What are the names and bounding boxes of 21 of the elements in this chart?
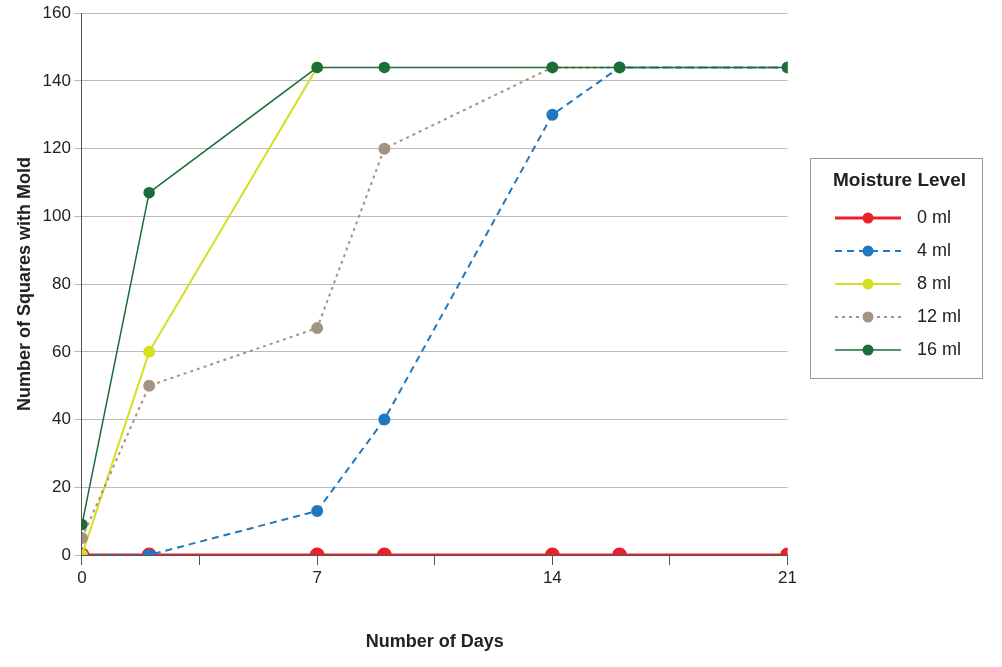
y-tick-label: 40	[52, 409, 71, 429]
y-tick-label: 80	[52, 273, 71, 293]
legend-title: Moisture Level	[833, 169, 967, 191]
legend-label: 16 ml	[917, 339, 962, 360]
legend-label: 8 ml	[917, 273, 952, 294]
y-axis-title: Number of Squares with Mold	[13, 157, 34, 412]
y-tick-label: 0	[61, 544, 71, 564]
x-tick-label: 14	[542, 567, 562, 587]
y-tick-label: 100	[42, 206, 71, 226]
legend-label: 0 ml	[917, 207, 952, 228]
x-axis-title: Number of Days	[365, 631, 504, 652]
y-tick-label: 120	[42, 138, 71, 158]
x-tick-label: 21	[778, 567, 798, 587]
y-tick-label: 20	[52, 476, 71, 496]
legend-label: 12 ml	[917, 306, 962, 327]
x-tick-label: 0	[77, 567, 87, 587]
y-tick-label: 60	[52, 341, 71, 361]
x-tick-label: 7	[312, 567, 322, 587]
legend-label: 4 ml	[917, 240, 952, 261]
y-tick-label: 140	[42, 70, 71, 90]
y-tick-label: 160	[42, 2, 71, 22]
